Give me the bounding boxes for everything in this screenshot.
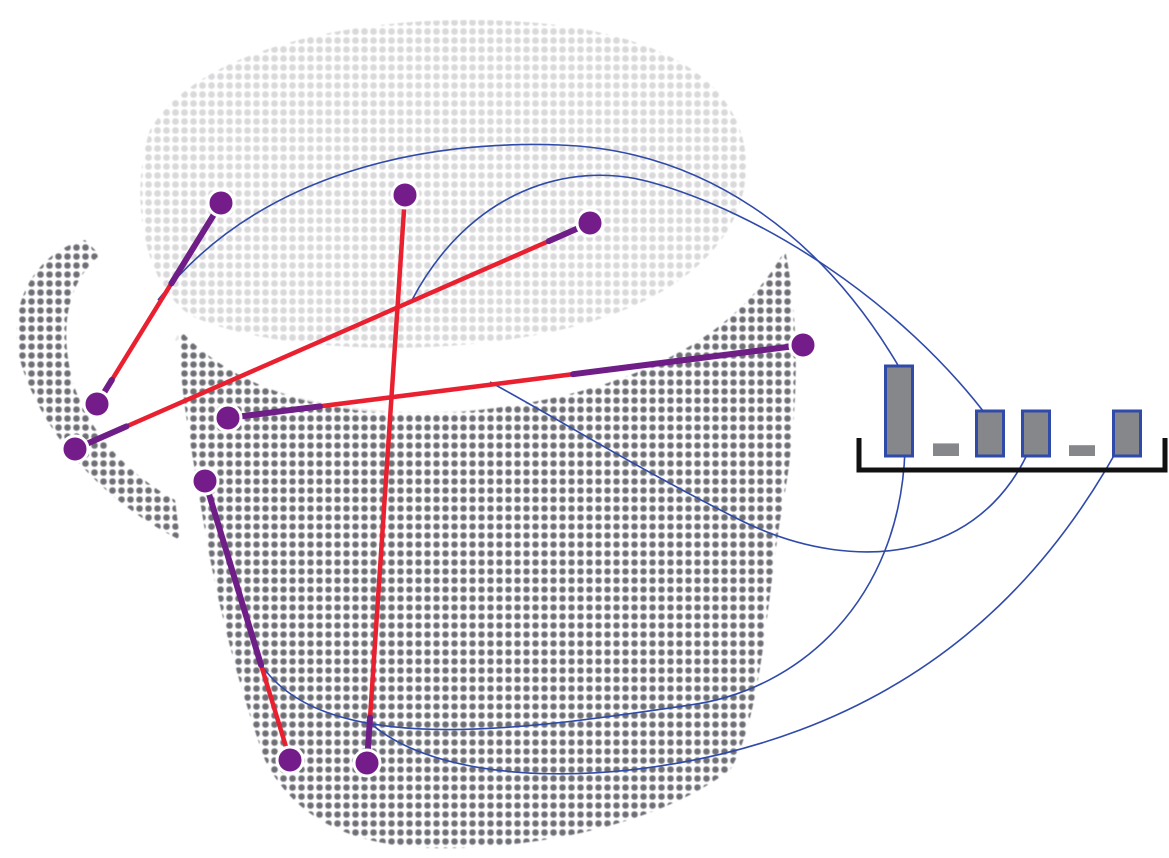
histogram-axis-bracket [856, 438, 1168, 473]
segment-endpoints [60, 180, 818, 778]
endpoint-3a-icon [60, 434, 90, 464]
histogram-bar-3 [975, 409, 1005, 458]
connector-curve-1 [157, 143, 903, 373]
connector-curve-5 [366, 429, 1129, 775]
segment-2-purple-b [570, 342, 806, 378]
endpoint-2a-icon [213, 403, 243, 433]
mug-body [179, 250, 796, 849]
histogram-bar-5 [1069, 445, 1095, 456]
mug-handle [16, 240, 180, 540]
endpoint-4a-icon [190, 466, 220, 496]
segment-3-red [72, 220, 593, 452]
endpoint-2b-icon [788, 330, 818, 360]
endpoint-1b-icon [206, 188, 236, 218]
histogram [856, 364, 1168, 473]
segment-5-red [364, 192, 408, 766]
mug-point-cloud [16, 20, 796, 849]
line-segments [72, 192, 806, 766]
endpoint-1a-icon [82, 389, 112, 419]
connector-curve-2 [411, 174, 991, 421]
connector-curve-3 [489, 381, 1041, 553]
mug-inner-wall [140, 20, 747, 348]
histogram-bar-4 [1021, 409, 1051, 458]
endpoint-4b-icon [275, 745, 305, 775]
histogram-bars [884, 364, 1142, 458]
endpoint-3b-icon [575, 208, 605, 238]
segment-4-purple-a [202, 478, 265, 669]
endpoint-5a-icon [352, 748, 382, 778]
histogram-bar-6 [1112, 409, 1142, 458]
connector-curves [157, 143, 1129, 775]
histogram-bar-1 [884, 364, 914, 458]
histogram-bar-2 [933, 443, 959, 456]
connector-curve-4 [257, 449, 906, 731]
segment-2-purple-a [225, 403, 323, 421]
endpoint-5b-icon [390, 180, 420, 210]
segment-1-purple-b [168, 200, 224, 287]
